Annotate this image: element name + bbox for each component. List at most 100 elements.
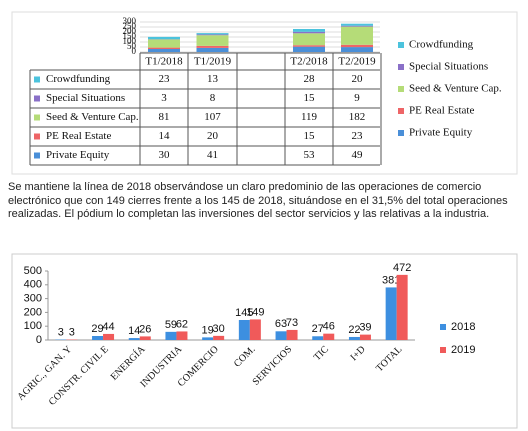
legend-label: 2019 <box>451 344 475 356</box>
legend-label: Seed & Venture Cap. <box>409 83 502 95</box>
bottom-chart-frame <box>11 253 518 429</box>
table-cell: 30 <box>159 149 171 161</box>
bar <box>103 333 115 340</box>
table-cell: 15 <box>304 92 316 104</box>
y-tick-label: 400 <box>24 279 42 291</box>
bar <box>396 274 408 340</box>
table-cell: 13 <box>207 73 219 85</box>
bar <box>286 329 298 340</box>
table-cell: 3 <box>161 92 167 104</box>
bar-segment <box>293 46 325 52</box>
bar-segment <box>196 45 229 48</box>
value-label: 472 <box>393 262 411 274</box>
bar <box>249 319 261 340</box>
bar-segment <box>341 23 373 26</box>
bar-segment <box>196 35 229 46</box>
row-label: Private Equity <box>46 149 110 161</box>
row-swatch <box>34 95 40 102</box>
column-header: T1/2019 <box>194 56 232 68</box>
bar <box>312 336 324 340</box>
bar-segment <box>293 31 325 34</box>
value-label: 29 <box>91 323 103 335</box>
value-label: 30 <box>213 323 225 335</box>
bar <box>348 336 360 340</box>
y-tick-label: 500 <box>24 265 42 277</box>
bar <box>165 331 177 340</box>
paragraph: Se mantiene la línea de 2018 observándos… <box>8 181 508 220</box>
row-label: Seed & Venture Cap. <box>46 111 139 123</box>
legend-label: Private Equity <box>409 127 473 139</box>
value-label: 73 <box>286 317 298 329</box>
bar-segment <box>341 47 373 52</box>
value-label: 3 <box>69 326 75 338</box>
bar-segment <box>196 47 229 52</box>
x-tick-label: TIC <box>312 344 331 363</box>
table-cell: 23 <box>352 130 364 142</box>
top-chart-frame <box>11 11 518 175</box>
table-cell: 20 <box>352 73 364 85</box>
bar <box>385 287 397 340</box>
row-swatch <box>34 114 40 121</box>
table-cell: 9 <box>354 92 360 104</box>
bar <box>323 333 335 340</box>
bar <box>128 338 140 340</box>
value-label: 27 <box>312 323 324 335</box>
bar-segment <box>148 47 180 49</box>
value-label: 59 <box>165 319 177 331</box>
table-cell: 8 <box>210 92 216 104</box>
legend-swatch <box>398 130 404 136</box>
y-tick-label: 50 <box>127 41 137 51</box>
value-label: 26 <box>139 323 151 335</box>
x-tick-label: ENERGÍA <box>108 343 148 383</box>
bar-segment <box>148 39 180 48</box>
legend-label: Special Situations <box>409 61 488 73</box>
x-tick-label: TOTAL <box>374 344 404 374</box>
row-swatch <box>34 152 40 159</box>
row-swatch <box>34 133 40 140</box>
y-tick-label: 100 <box>123 36 137 46</box>
table-cell: 15 <box>304 130 316 142</box>
bar-segment <box>196 34 229 36</box>
legend-swatch <box>398 86 404 92</box>
column-header: T2/2019 <box>338 56 376 68</box>
table-cell: 119 <box>301 111 318 123</box>
x-tick-label: I+D <box>348 344 367 363</box>
value-label: 63 <box>275 318 287 330</box>
y-tick-label: 150 <box>123 31 137 41</box>
value-label: 62 <box>176 318 188 330</box>
y-tick-label: 300 <box>123 16 137 26</box>
value-label: 19 <box>202 324 214 336</box>
legend-swatch <box>440 347 446 353</box>
row-swatch <box>34 76 40 83</box>
value-label: 381 <box>382 274 400 286</box>
y-tick-label: 300 <box>24 293 42 305</box>
bar <box>213 335 225 340</box>
legend-swatch <box>398 42 404 48</box>
row-label: Special Situations <box>46 92 125 104</box>
row-label: Crowdfunding <box>46 73 111 85</box>
legend-label: 2018 <box>451 321 475 333</box>
table-cell: 81 <box>159 111 170 123</box>
bar <box>202 337 214 340</box>
value-label: 46 <box>323 321 335 333</box>
table-cell: 14 <box>159 130 171 142</box>
bar-segment <box>293 45 325 47</box>
legend-swatch <box>398 64 404 70</box>
bar-segment <box>196 33 229 35</box>
y-tick-label: 200 <box>123 26 137 36</box>
y-tick-label: 250 <box>123 21 137 31</box>
bar-segment <box>148 36 180 40</box>
column-header: T1/2018 <box>145 56 183 68</box>
bar-segment <box>341 25 373 27</box>
table-cell: 107 <box>204 111 221 123</box>
column-header: T2/2018 <box>290 56 328 68</box>
bar-segment <box>341 44 373 48</box>
table-cell: 53 <box>304 149 316 161</box>
value-label: 44 <box>102 321 114 333</box>
bar-segment <box>293 29 325 32</box>
legend-swatch <box>440 324 446 330</box>
value-label: 3 <box>58 326 64 338</box>
value-label: 39 <box>359 322 371 334</box>
x-tick-label: COM. <box>232 344 258 370</box>
